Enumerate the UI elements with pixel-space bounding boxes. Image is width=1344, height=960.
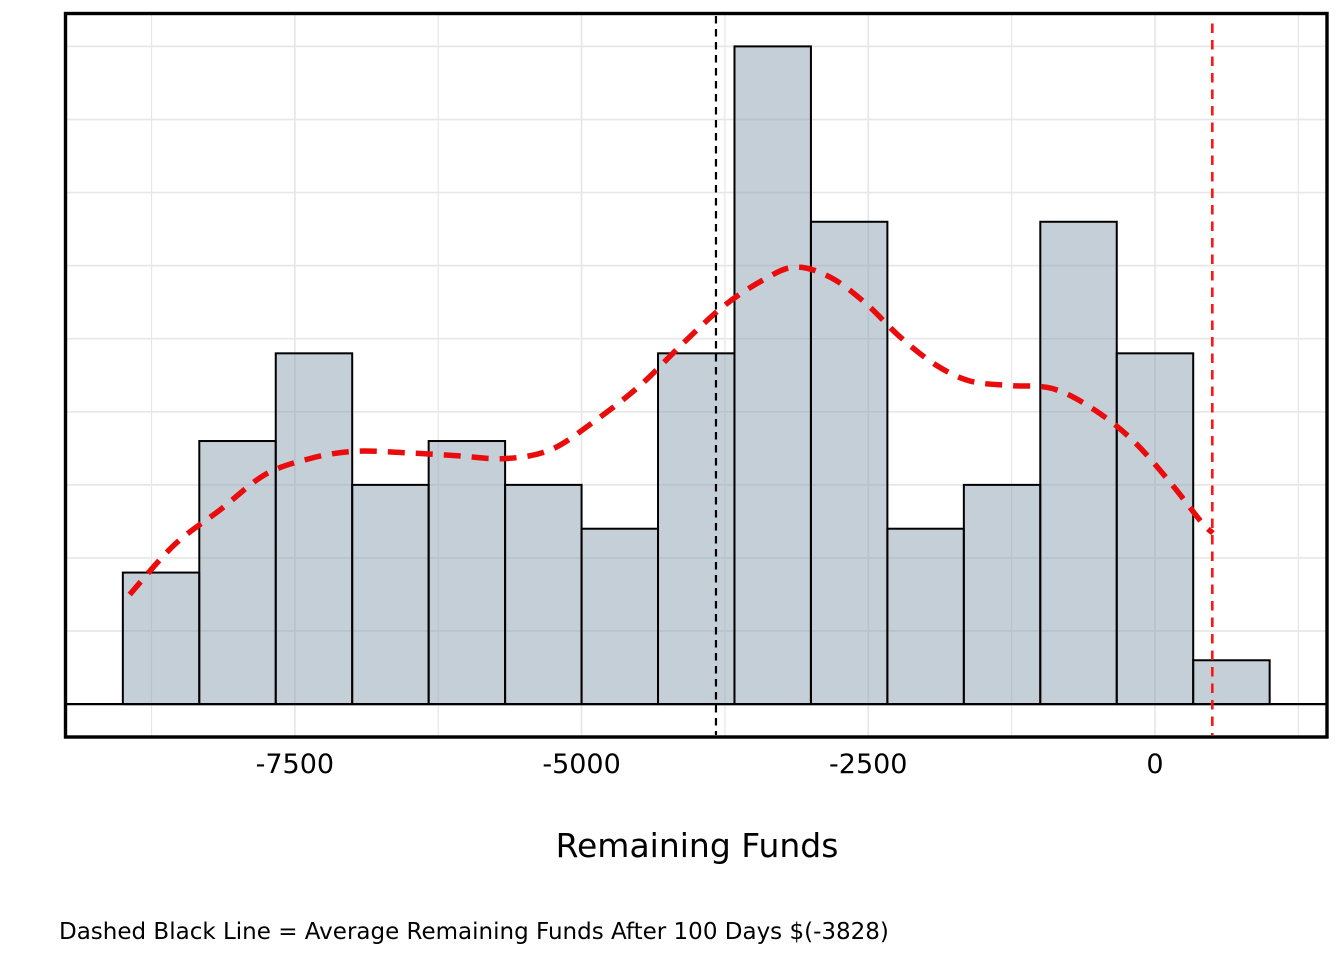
histogram-bar <box>733 45 812 706</box>
histogram-bar <box>504 483 583 706</box>
histogram-bar <box>1115 352 1195 706</box>
x-axis-title: Remaining Funds <box>555 826 839 865</box>
x-tick-label: -5000 <box>542 749 621 780</box>
x-tick-label: -2500 <box>829 749 908 780</box>
histogram-bar <box>351 483 430 706</box>
caption-text: Dashed Black Line = Average Remaining Fu… <box>59 919 889 945</box>
density-curve <box>127 264 1215 597</box>
histogram-bar <box>1192 659 1271 706</box>
histogram-bar <box>580 527 660 706</box>
histogram-plot <box>63 11 1329 739</box>
x-tick-label: -7500 <box>255 749 335 780</box>
histogram-bar <box>427 440 507 706</box>
histogram-bar <box>962 483 1042 706</box>
histogram-bar <box>198 440 277 706</box>
histogram-bar <box>809 220 889 706</box>
x-tick-label: 0 <box>1146 749 1164 780</box>
histogram-bar <box>1039 220 1118 706</box>
histogram-bar <box>657 352 736 706</box>
panel-border <box>63 11 1329 739</box>
histogram-bar <box>886 527 965 706</box>
histogram-bar <box>274 352 354 706</box>
